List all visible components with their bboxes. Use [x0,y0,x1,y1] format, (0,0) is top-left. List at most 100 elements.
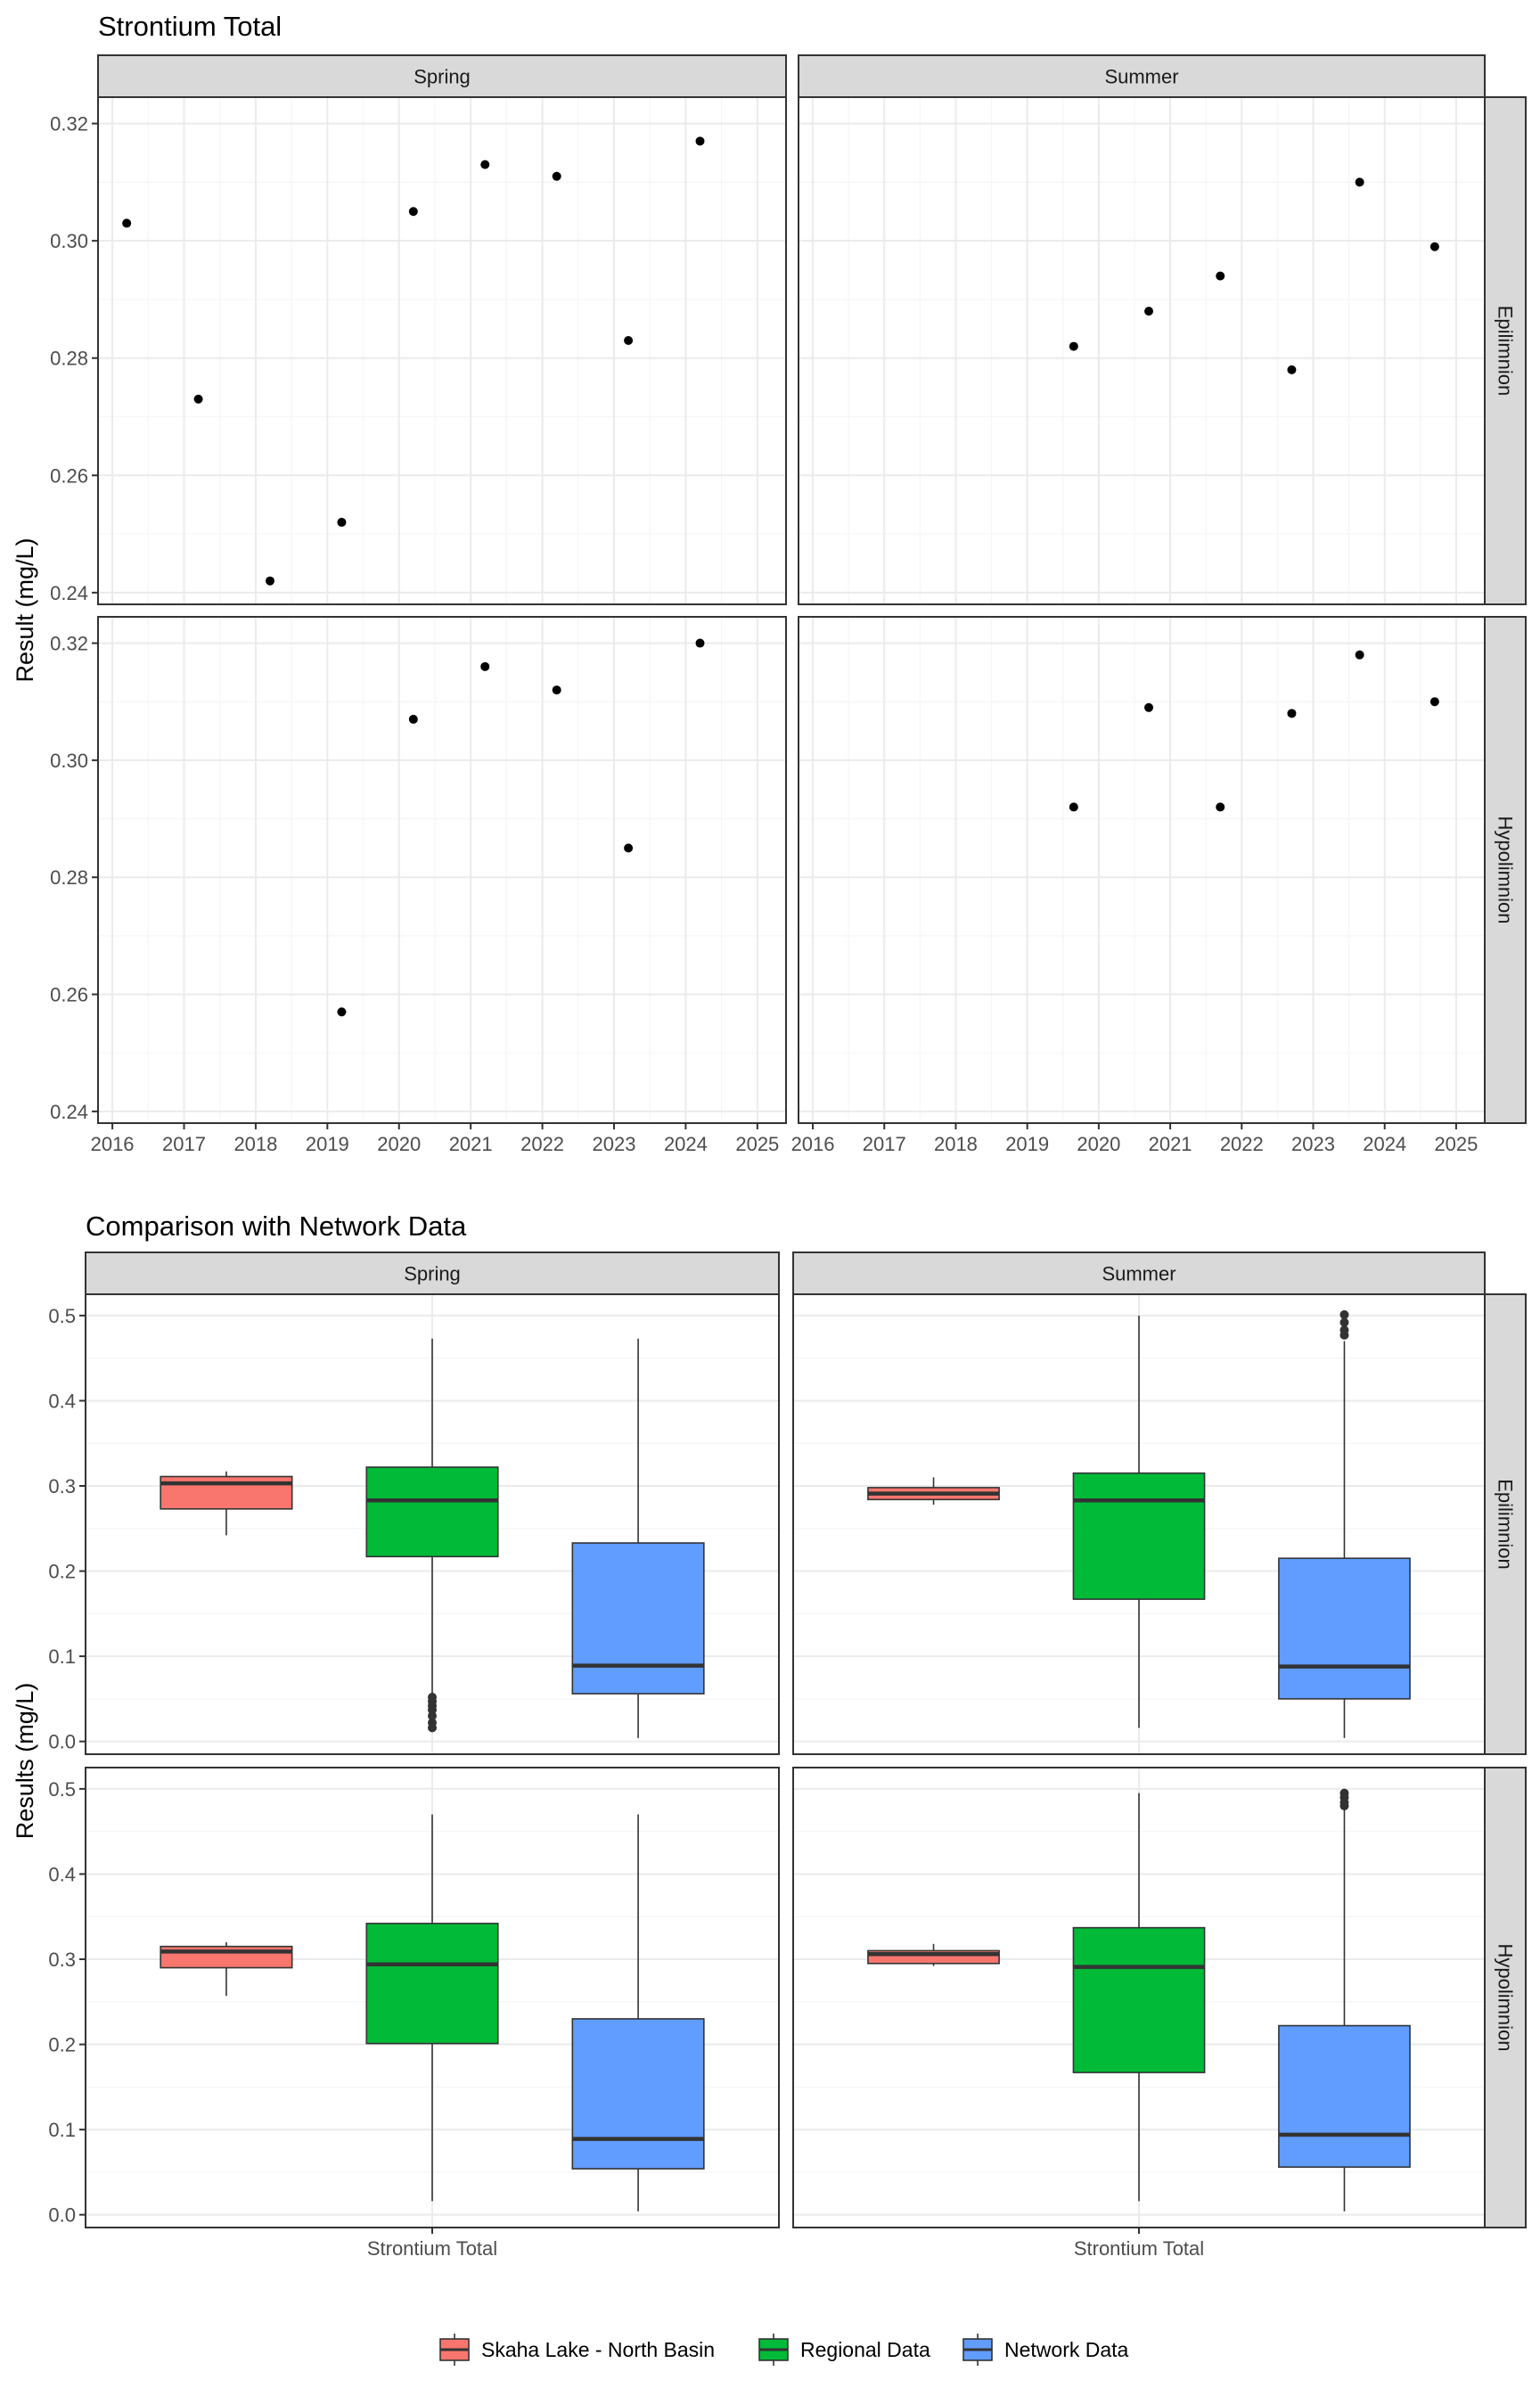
data-point [122,218,132,228]
facet-strip-label: Spring [414,66,471,88]
outlier-point [1339,1309,1349,1319]
x-tick-label: 2024 [1363,1133,1406,1155]
data-point [408,714,418,724]
data-point [695,638,705,648]
data-point [695,136,705,146]
scatter-chart-title: Strontium Total [98,11,282,42]
y-tick-label: 0.26 [50,984,88,1006]
box-network-data [571,1338,705,1738]
y-axis-label: Results (mg/L) [12,1683,38,1840]
data-point [624,335,634,345]
x-tick-label: 2023 [593,1133,636,1155]
y-tick-label: 0.3 [48,1949,76,1971]
x-tick-label: 2021 [1149,1133,1192,1155]
y-tick-label: 0.1 [48,2119,76,2141]
legend-label: Skaha Lake - North Basin [481,2338,715,2361]
x-tick-label: Strontium Total [1074,2237,1204,2260]
y-tick-label: 0.28 [50,866,88,889]
box-panel [792,1767,1486,2228]
box-iqr [1278,1557,1411,1700]
data-point [624,843,634,853]
data-point [337,517,347,527]
box-network-data [1278,1788,1411,2211]
data-point [1144,702,1154,712]
outlier-point [428,1711,437,1720]
y-tick-label: 0.26 [50,464,88,487]
facet-strip-epilimnion [1484,96,1527,605]
data-point [1355,177,1364,187]
box-iqr [571,2018,705,2170]
data-point [1287,365,1297,374]
scatter-panel [798,96,1486,605]
outlier-point [428,1723,437,1733]
y-tick-label: 0.2 [48,1561,76,1583]
y-axis-label: Result (mg/L) [12,537,38,682]
y-tick-label: 0.5 [48,1305,76,1327]
data-point [408,207,418,217]
box-panel [85,1293,780,1755]
x-tick-label: 2022 [520,1133,564,1155]
box-iqr [1072,1472,1206,1600]
y-tick-label: 0.24 [50,582,88,604]
box-iqr [1072,1926,1206,2073]
facet-strip-label: Hypolimnion [1495,816,1517,923]
data-point [337,1007,347,1017]
panel-background [799,97,1485,604]
y-tick-label: 0.0 [48,2204,76,2227]
data-point [552,685,561,695]
panel-background [98,617,786,1123]
scatter-chart: Spring Summer Epilimnion Hypolimnion 0.24 0.2… [12,54,1527,1155]
x-tick-label: 2017 [863,1133,906,1155]
data-point [1216,271,1225,281]
facet-strip-spring [85,1251,780,1295]
data-point [1069,341,1078,351]
facet-strip-spring [97,54,787,98]
y-tick-label: 0.30 [50,750,88,772]
x-tick-label: 2024 [664,1133,708,1155]
y-tick-label: 0.4 [48,1390,76,1412]
legend-item: Regional Data [758,2334,930,2366]
facet-strip-epilimnion [1484,1293,1527,1755]
data-point [1144,307,1154,316]
x-tick-label: 2017 [162,1133,206,1155]
x-tick-label: 2016 [791,1133,835,1155]
legend-label: Network Data [1004,2338,1129,2361]
box-skaha-lake-north-basin [160,1471,293,1536]
box-iqr [1278,2024,1411,2168]
data-point [480,160,490,169]
y-tick-label: 0.2 [48,2034,76,2056]
y-tick-label: 0.5 [48,1778,76,1801]
y-tick-label: 0.3 [48,1475,76,1498]
data-point [1216,802,1225,812]
data-point [1287,709,1297,718]
box-panel [792,1293,1486,1755]
box-iqr [571,1542,705,1694]
box-panel [85,1767,780,2228]
legend: Skaha Lake - North Basin Regional Data Net… [439,2334,1129,2366]
legend-item: Skaha Lake - North Basin [439,2334,715,2366]
y-tick-label: 0.24 [50,1101,88,1123]
facet-strip-summer [792,1251,1486,1295]
data-point [1355,650,1364,660]
facet-strip-label: Spring [404,1263,461,1285]
y-tick-label: 0.32 [50,113,88,135]
panel-border [97,616,787,1124]
outlier-point [1339,1801,1349,1810]
scatter-panel [97,96,787,605]
x-tick-label: 2025 [735,1133,779,1155]
outlier-point [1339,1330,1349,1340]
x-tick-label: 2018 [934,1133,978,1155]
panel-background [799,617,1485,1123]
facet-strip-label: Summer [1104,66,1178,88]
facet-strip-label: Epilimnion [1495,306,1517,397]
facet-strip-hypolimnion [1484,616,1527,1124]
data-point [1069,802,1078,812]
box-network-data [571,1814,705,2211]
panel-background [98,97,786,604]
box-regional-data [365,1338,499,1733]
facet-strip-label: Summer [1102,1263,1175,1285]
data-point [266,576,274,586]
x-tick-label: 2022 [1220,1133,1264,1155]
box-regional-data [365,1814,499,2202]
